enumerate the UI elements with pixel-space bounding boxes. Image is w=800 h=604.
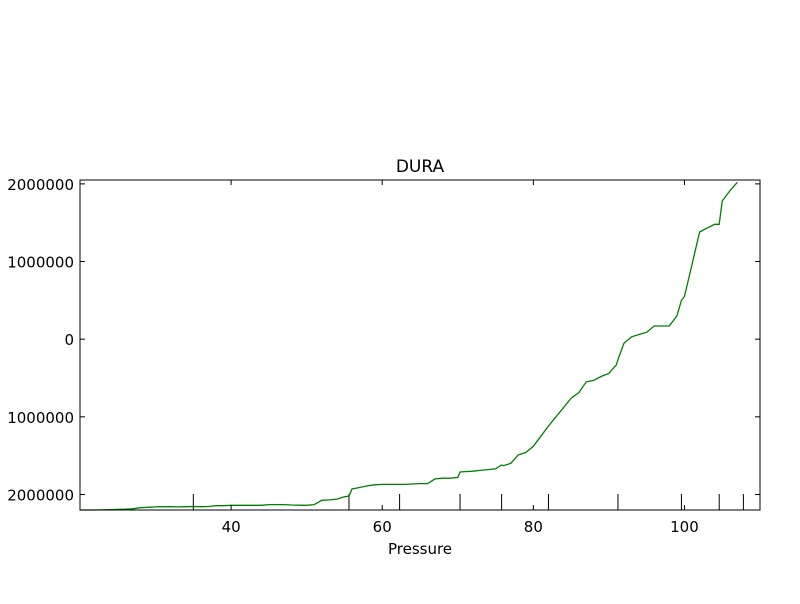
y-tick-label: 2000000 (7, 486, 74, 504)
y-tick-label: 1000000 (7, 409, 74, 427)
x-tick-label: 60 (373, 518, 392, 536)
x-tick-label: 100 (670, 518, 699, 536)
y-tick-label: 0 (64, 331, 74, 349)
x-tick-label: 80 (524, 518, 543, 536)
x-tick-label: 40 (222, 518, 241, 536)
y-tick-label: 2000000 (7, 176, 74, 194)
series-line-0 (80, 181, 738, 511)
x-axis-label: Pressure (388, 540, 452, 558)
y-tick-label: 1000000 (7, 254, 74, 272)
plot-frame (79, 179, 761, 511)
chart-title: DURA (396, 157, 445, 177)
